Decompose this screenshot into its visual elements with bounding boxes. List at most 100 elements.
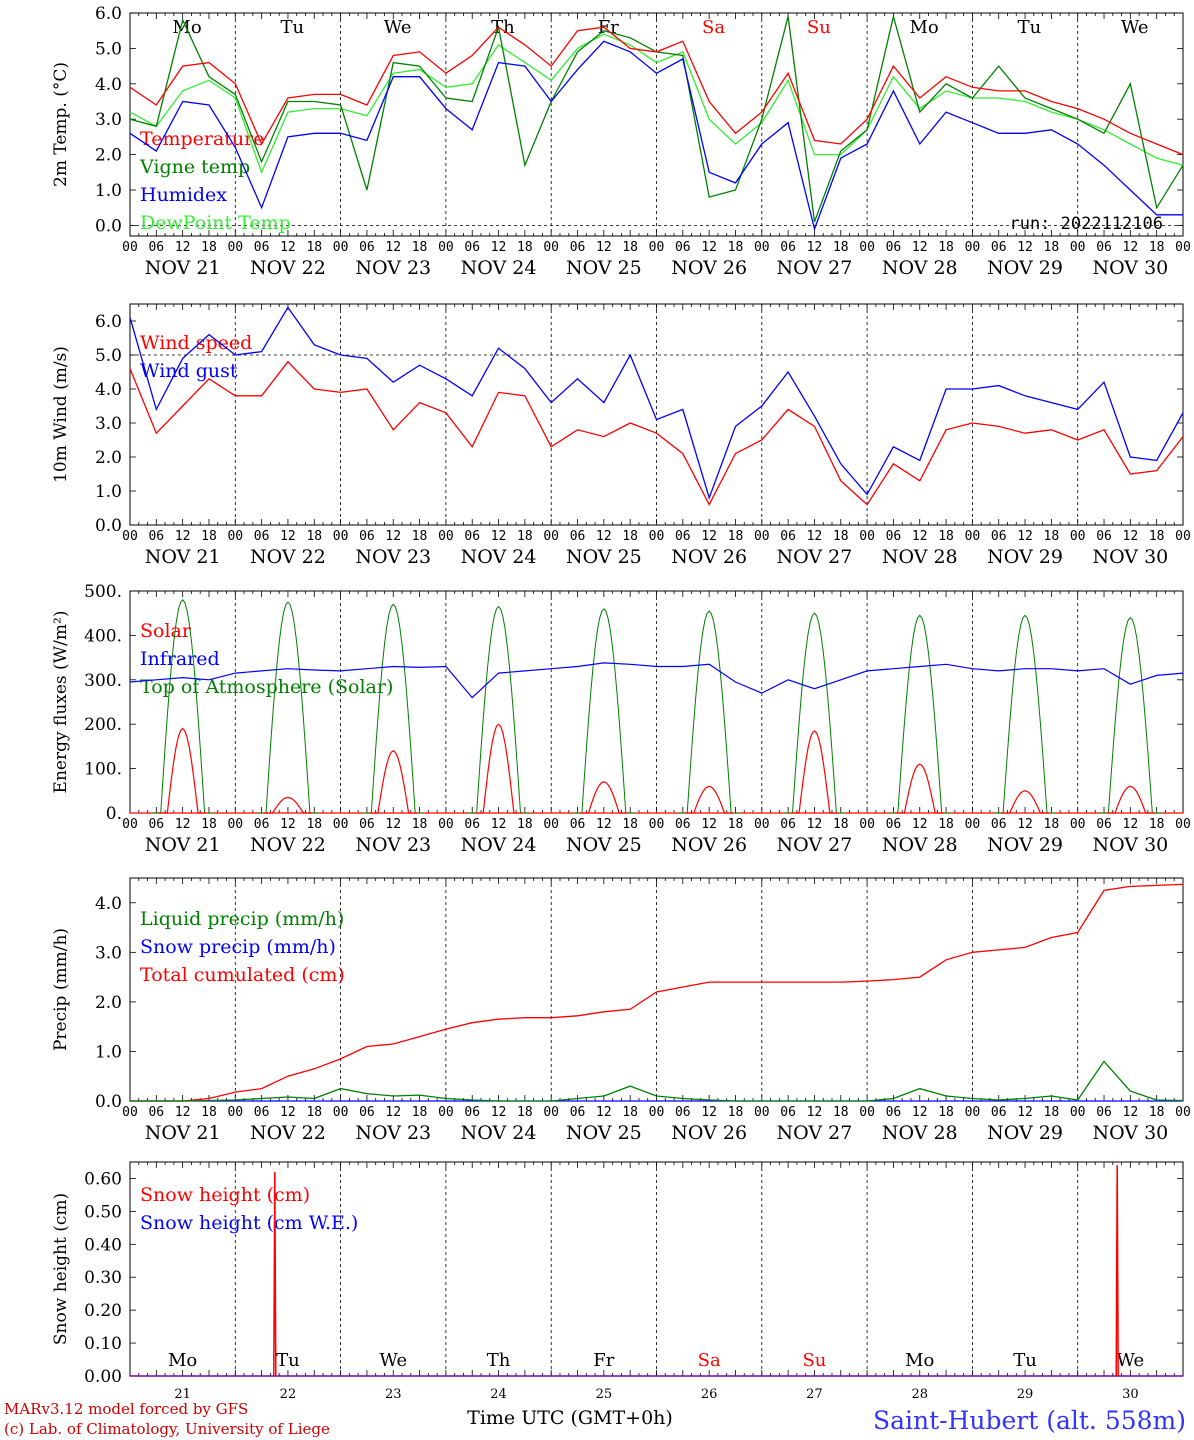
date-label: NOV 26 xyxy=(671,257,747,279)
legend-entry: Top of Atmosphere (Solar) xyxy=(140,676,393,698)
hour-tick-label: 00 xyxy=(859,817,875,832)
hour-tick-label: 18 xyxy=(833,817,849,832)
day-number-label: 27 xyxy=(806,1387,823,1402)
hour-tick-label: 00 xyxy=(543,529,559,544)
hour-tick-label: 06 xyxy=(675,817,691,832)
date-label: NOV 30 xyxy=(1092,257,1168,279)
hour-tick-label: 12 xyxy=(596,240,612,255)
snow-height-spike xyxy=(1115,1165,1119,1377)
hour-tick-label: 00 xyxy=(965,529,981,544)
hour-tick-label: 06 xyxy=(464,240,480,255)
hour-tick-label: 18 xyxy=(1044,817,1060,832)
hour-tick-label: 12 xyxy=(385,817,401,832)
hour-tick-label: 00 xyxy=(122,817,138,832)
hour-tick-label: 18 xyxy=(622,817,638,832)
toa-solar-curve xyxy=(1099,616,1162,814)
hour-tick-label: 06 xyxy=(570,240,586,255)
hour-tick-label: 06 xyxy=(254,1105,270,1120)
hour-tick-label: 00 xyxy=(649,240,665,255)
toa-solar-curve xyxy=(257,601,319,814)
hour-tick-label: 06 xyxy=(1096,817,1112,832)
hour-tick-label: 00 xyxy=(1070,1105,1086,1120)
hour-tick-label: 18 xyxy=(201,529,217,544)
hour-tick-label: 18 xyxy=(1044,529,1060,544)
hour-tick-label: 06 xyxy=(359,240,375,255)
hour-tick-label: 18 xyxy=(622,529,638,544)
y-tick-label: 1.0 xyxy=(95,1042,122,1062)
y-axis-title: Snow height (cm) xyxy=(51,1193,71,1345)
hour-tick-label: 00 xyxy=(859,1105,875,1120)
hour-tick-label: 12 xyxy=(912,529,928,544)
hour-tick-label: 12 xyxy=(807,529,823,544)
hour-tick-label: 00 xyxy=(438,240,454,255)
hour-tick-label: 06 xyxy=(148,529,164,544)
weekday-label: Tu xyxy=(1018,17,1042,38)
hour-tick-label: 00 xyxy=(543,817,559,832)
hour-tick-label: 18 xyxy=(622,240,638,255)
hour-tick-label: 12 xyxy=(701,240,717,255)
weekday-label: Sa xyxy=(698,1350,721,1371)
date-label: NOV 22 xyxy=(250,1122,326,1144)
hour-tick-label: 00 xyxy=(1175,817,1191,832)
series-line-liquid-precip-mm-h- xyxy=(130,1060,1184,1102)
toa-solar-curve xyxy=(573,608,635,814)
y-tick-label: 1.0 xyxy=(95,482,122,502)
date-label: NOV 21 xyxy=(145,834,221,856)
hour-tick-label: 18 xyxy=(833,240,849,255)
date-label: NOV 24 xyxy=(461,546,537,568)
hour-tick-label: 18 xyxy=(938,240,954,255)
series-line-humidex xyxy=(129,40,1183,232)
hour-tick-label: 06 xyxy=(464,1105,480,1120)
date-label: NOV 27 xyxy=(777,546,853,568)
hour-tick-label: 00 xyxy=(122,529,138,544)
hour-tick-label: 18 xyxy=(728,817,744,832)
hour-tick-label: 12 xyxy=(701,817,717,832)
hour-tick-label: 12 xyxy=(807,1105,823,1120)
hour-tick-label: 12 xyxy=(1123,529,1139,544)
hour-tick-label: 12 xyxy=(491,817,507,832)
y-tick-label: 5.0 xyxy=(95,346,122,366)
solar-curve xyxy=(158,727,207,814)
y-tick-label: 2.0 xyxy=(95,448,122,468)
hour-tick-label: 00 xyxy=(1070,817,1086,832)
hour-tick-label: 00 xyxy=(227,529,243,544)
hour-tick-label: 06 xyxy=(254,240,270,255)
date-label: NOV 24 xyxy=(461,1122,537,1144)
hour-tick-label: 06 xyxy=(359,1105,375,1120)
hour-tick-label: 06 xyxy=(1096,529,1112,544)
legend-entry: Liquid precip (mm/h) xyxy=(140,908,344,930)
hour-tick-label: 12 xyxy=(280,529,296,544)
solar-curve xyxy=(474,723,523,814)
date-label: NOV 30 xyxy=(1092,1122,1168,1144)
hour-tick-label: 18 xyxy=(728,1105,744,1120)
legend-entry: Snow precip (mm/h) xyxy=(140,936,336,958)
legend-entry: Humidex xyxy=(140,184,227,206)
date-label: NOV 26 xyxy=(671,546,747,568)
hour-tick-label: 12 xyxy=(491,240,507,255)
legend-entry: DewPoint Temp xyxy=(140,212,291,234)
legend-entry: Snow height (cm) xyxy=(140,1184,310,1206)
hour-tick-label: 12 xyxy=(1017,1105,1033,1120)
hour-tick-label: 18 xyxy=(1149,817,1165,832)
hour-tick-label: 18 xyxy=(728,529,744,544)
toa-solar-curve xyxy=(783,612,846,814)
y-tick-label: 500. xyxy=(84,582,122,602)
hour-tick-label: 06 xyxy=(148,1105,164,1120)
hour-tick-label: 06 xyxy=(570,817,586,832)
legend-entry: Solar xyxy=(140,620,192,642)
hour-tick-label: 18 xyxy=(412,817,428,832)
date-label: NOV 21 xyxy=(145,546,221,568)
solar-curve xyxy=(579,781,628,814)
hour-tick-label: 00 xyxy=(543,1105,559,1120)
date-label: NOV 29 xyxy=(987,546,1063,568)
panel-4: 0.0 1.0 2.0 3.0 4.0 Precip (mm/h) 00 06 12 18 00 06… xyxy=(51,877,1191,1144)
hour-tick-label: 18 xyxy=(938,817,954,832)
hour-tick-label: 06 xyxy=(464,529,480,544)
hour-tick-label: 12 xyxy=(175,1105,191,1120)
y-tick-label: 4.0 xyxy=(95,75,122,95)
y-tick-label: 0.00 xyxy=(84,1367,122,1387)
date-label: NOV 23 xyxy=(355,257,431,279)
weekday-label: We xyxy=(1117,1350,1145,1371)
date-label: NOV 22 xyxy=(250,834,326,856)
hour-tick-label: 18 xyxy=(201,1105,217,1120)
